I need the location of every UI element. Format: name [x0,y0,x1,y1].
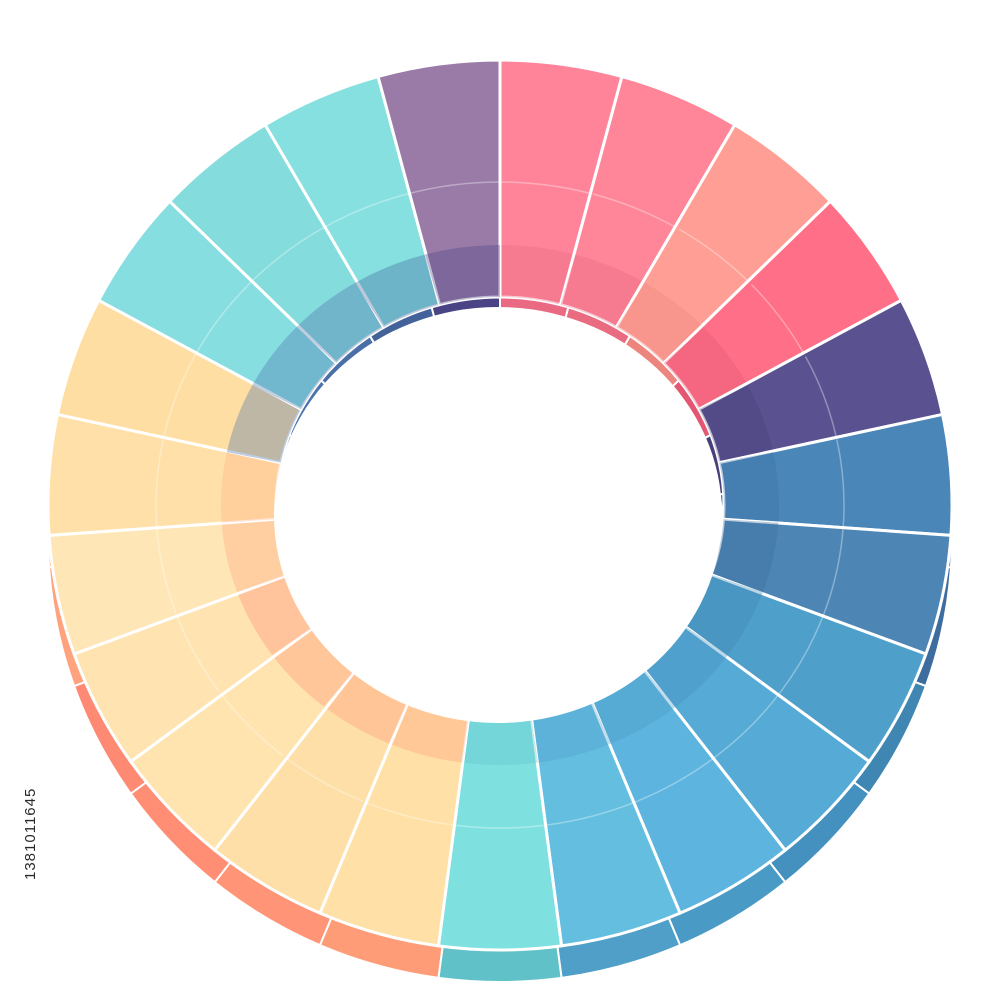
ring-top-layer [46,58,954,952]
slice-guide-arc-21 [248,228,322,286]
slice-inner-band-3 [616,282,704,364]
slice-guide-arc-19 [162,356,196,440]
slice-guide-arc-12 [453,824,547,829]
slice-guide-arc-11 [546,800,638,826]
slice-guide-arc-20 [193,284,250,357]
slice-inner-band-9 [641,624,728,707]
slice-guide-arc-1 [499,181,594,195]
slice-inner-band-18 [221,452,281,523]
slice-inner-band-15 [272,624,359,707]
stock-id-text: 1381011645 [22,787,39,880]
slice-inner-band-19 [226,385,302,463]
slice-guide-arc-22 [320,193,408,230]
slice-guide-arc-4 [750,284,807,357]
slice-inner-band-12 [462,711,538,766]
slice-inner-band-10 [589,666,677,744]
slice-guide-arc-23 [406,181,501,195]
slice-guide-arc-16 [175,612,220,692]
slice-guide-arc-10 [636,754,718,802]
slice-inner-band-1 [500,245,576,305]
slice-inner-band-21 [296,282,384,364]
slice-inner-band-23 [424,245,500,305]
slice-23 [376,58,502,307]
slice-guide-arc-9 [716,690,782,757]
slice-guide-arc-2 [592,193,680,230]
slice-guide-arc-13 [362,800,454,826]
slice-inner-band-4 [663,327,748,410]
slice-inner-band-20 [252,327,337,410]
slice-inner-band-7 [711,519,779,593]
slice-inner-band-5 [698,385,774,463]
slice-inner-band-22 [355,254,440,328]
slice-guide-arc-14 [282,754,364,802]
slice-guide-arc-6 [836,439,845,528]
slice-inner-band-2 [560,254,645,328]
center-hole [274,307,722,723]
slice-inner-band-6 [719,452,779,523]
slice-guide-arc-3 [678,228,752,286]
slice-guide-arc-17 [156,526,177,614]
slice-guide-arc-7 [823,526,844,614]
slice-guide-arc-15 [218,690,284,757]
slice-guide-arc-8 [780,612,825,692]
slice-inner-band-14 [323,666,411,744]
slice-guide-arc-5 [804,356,838,440]
slice-inner-band-17 [221,519,289,593]
slice-guide-arc-18 [155,439,164,528]
